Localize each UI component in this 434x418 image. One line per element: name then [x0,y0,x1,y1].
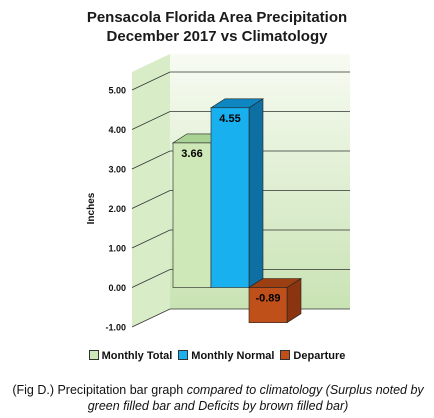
legend-swatch [178,350,189,361]
y-axis-ticks: 5.00 4.00 3.00 2.00 1.00 0.00 -1.00 [105,86,126,333]
legend-item: Departure [280,350,345,362]
legend: Monthly Total Monthly Normal Departure [0,350,434,362]
y-axis-label: Inches [86,192,97,224]
caption-italic: compared to climatology (Surplus noted b… [87,383,424,413]
bar-front [248,287,288,323]
y-tick-label: 0.00 [108,283,126,293]
gridline [131,190,350,209]
chart-title-line-2: December 2017 vs Climatology [106,28,328,45]
bar-data-label: -0.89 [255,293,280,305]
legend-label: Departure [293,350,346,362]
bars: 3.66 4.55 -0.89 [171,98,303,324]
gridline [131,71,350,91]
gridline [131,269,350,288]
legend-item: Monthly Total [88,350,173,362]
bar-data-label: 4.55 [219,113,240,125]
chart-title-line-1: Pensacola Florida Area Precipitation [86,9,348,26]
chart-title: Pensacola Florida Area Precipitation Dec… [0,8,434,46]
plot-side-wall [132,54,170,327]
gridline [131,111,350,130]
legend-swatch [88,350,99,361]
gridlines [131,71,350,328]
caption-prefix: (Fig D.) Precipitation bar graph [12,383,187,397]
legend-swatch [280,350,291,361]
y-tick-label: -1.00 [105,323,126,333]
bar-monthly-normal: 4.55 [209,98,265,289]
bar-front [210,107,250,288]
legend-label: Monthly Total [101,350,173,362]
bar-data-label: 3.66 [181,148,202,160]
gridline [131,150,350,170]
legend-item: Monthly Normal [178,350,274,362]
bar-front [172,142,212,288]
y-tick-label: 5.00 [108,86,126,96]
y-tick-label: 2.00 [108,204,126,214]
bar-side [248,98,264,289]
y-tick-label: 3.00 [108,165,126,175]
bar-departure: -0.89 [247,277,303,324]
legend-label: Monthly Normal [191,350,275,362]
y-tick-label: 1.00 [108,244,126,254]
bar-chart: 5.00 4.00 3.00 2.00 1.00 0.00 -1.00 Inches 3.6… [86,54,350,333]
gridline [131,229,350,249]
gridline [131,308,350,328]
y-tick-label: 4.00 [108,125,126,135]
figure-caption: (Fig D.) Precipitation bar graph compare… [8,382,428,414]
